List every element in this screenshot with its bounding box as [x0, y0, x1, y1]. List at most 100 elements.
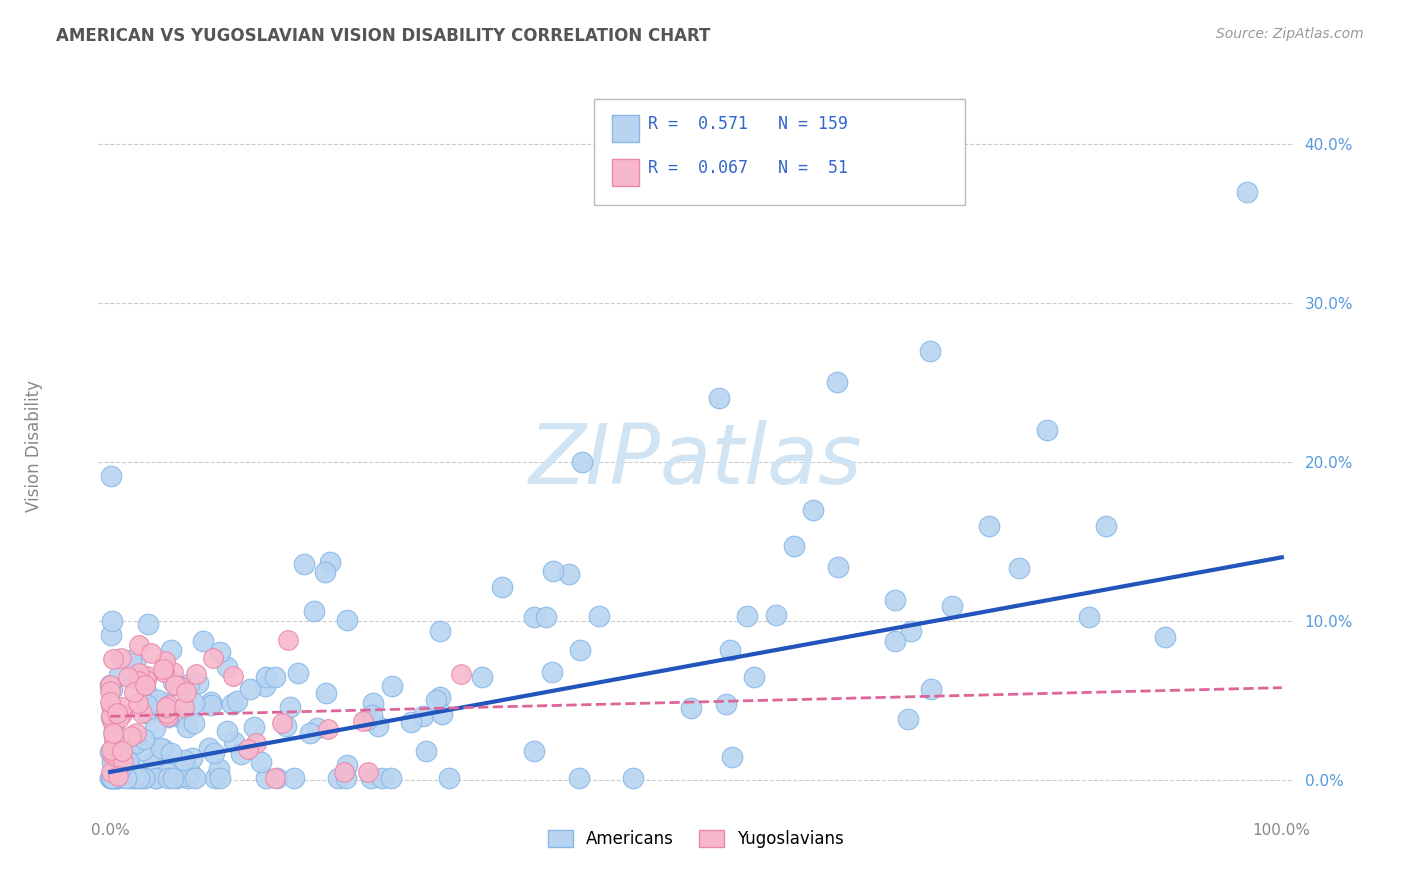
Point	[941, 599, 963, 613]
Point	[162, 772, 184, 786]
Point	[101, 614, 124, 628]
Point	[183, 715, 205, 730]
Point	[204, 746, 226, 760]
Point	[588, 609, 610, 624]
Text: AMERICAN VS YUGOSLAVIAN VISION DISABILITY CORRELATION CHART: AMERICAN VS YUGOSLAVIAN VISION DISABILIT…	[56, 27, 710, 45]
Text: R =  0.571   N = 159: R = 0.571 N = 159	[648, 115, 848, 133]
Point	[103, 714, 125, 729]
Point	[111, 755, 134, 769]
Point	[104, 772, 127, 786]
Point	[120, 729, 142, 743]
Point	[623, 772, 645, 786]
Point	[125, 737, 148, 751]
Point	[100, 772, 122, 786]
Point	[100, 695, 122, 709]
Point	[883, 634, 905, 648]
Point	[117, 754, 139, 768]
Point	[522, 610, 544, 624]
Point	[174, 685, 197, 699]
Point	[115, 772, 138, 786]
Point	[98, 772, 121, 786]
Point	[122, 772, 145, 786]
Point	[153, 654, 176, 668]
Point	[401, 715, 423, 730]
Point	[294, 557, 316, 571]
Point	[162, 665, 184, 680]
Y-axis label: Vision Disability: Vision Disability	[25, 380, 42, 512]
Point	[381, 679, 404, 693]
Point	[111, 707, 134, 722]
Point	[333, 764, 356, 779]
Point	[143, 721, 166, 735]
Point	[1095, 518, 1118, 533]
Point	[134, 677, 156, 691]
Point	[180, 751, 202, 765]
Point	[103, 723, 125, 738]
Point	[709, 392, 731, 406]
Point	[135, 673, 157, 688]
Point	[101, 704, 124, 718]
Point	[801, 502, 824, 516]
Point	[163, 677, 186, 691]
Point	[209, 645, 232, 659]
Point	[128, 638, 150, 652]
Point	[184, 772, 207, 786]
Point	[245, 736, 267, 750]
Point	[157, 772, 180, 786]
Point	[100, 709, 122, 723]
Point	[128, 673, 150, 688]
Point	[101, 652, 124, 666]
Point	[415, 744, 437, 758]
Point	[1153, 630, 1175, 644]
Point	[152, 741, 174, 756]
Point	[101, 714, 124, 728]
Point	[217, 660, 239, 674]
Point	[274, 718, 297, 732]
Point	[239, 681, 262, 696]
Point	[319, 555, 342, 569]
Point	[735, 608, 758, 623]
Point	[108, 668, 131, 682]
Point	[132, 731, 155, 746]
Point	[100, 628, 122, 642]
Point	[156, 706, 179, 721]
Point	[120, 772, 142, 786]
Point	[884, 593, 907, 607]
FancyBboxPatch shape	[595, 99, 965, 204]
Point	[129, 772, 152, 786]
Legend: Americans, Yugoslavians: Americans, Yugoslavians	[541, 823, 851, 855]
Point	[287, 665, 309, 680]
Point	[783, 539, 806, 553]
Point	[412, 709, 434, 723]
Text: R =  0.067   N =  51: R = 0.067 N = 51	[648, 159, 848, 177]
Point	[361, 708, 384, 723]
Point	[131, 706, 153, 720]
Point	[111, 744, 134, 758]
Point	[107, 710, 129, 724]
Point	[141, 646, 163, 660]
Point	[558, 566, 581, 581]
Point	[111, 699, 134, 714]
Point	[204, 772, 226, 786]
Point	[541, 564, 564, 578]
Point	[100, 469, 122, 483]
Point	[193, 633, 215, 648]
Point	[430, 706, 453, 721]
Point	[357, 764, 380, 779]
Point	[128, 772, 150, 786]
Point	[371, 772, 394, 786]
Point	[138, 617, 160, 632]
Point	[128, 665, 150, 680]
Point	[266, 772, 288, 786]
Point	[110, 651, 132, 665]
Point	[283, 772, 305, 786]
Point	[101, 772, 124, 786]
Point	[122, 685, 145, 699]
Point	[920, 343, 942, 358]
Point	[367, 719, 389, 733]
Point	[103, 728, 125, 742]
Point	[155, 700, 177, 714]
Point	[149, 741, 172, 756]
Point	[263, 670, 285, 684]
Point	[243, 720, 266, 734]
